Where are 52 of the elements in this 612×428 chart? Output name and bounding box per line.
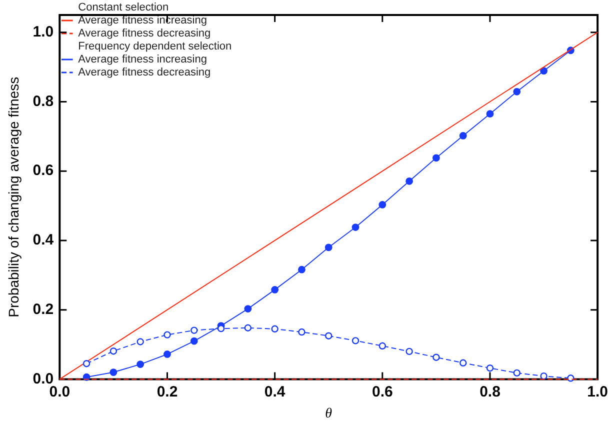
y-tick-label: 0.2 [32, 300, 54, 318]
point [432, 354, 440, 361]
point [352, 337, 360, 344]
y-tick-label: 0.8 [32, 92, 54, 110]
point [432, 154, 440, 162]
point [540, 372, 548, 380]
x-tick-label: 0.6 [372, 383, 393, 400]
x-axis-title: θ [325, 406, 332, 422]
point [352, 224, 360, 231]
point [378, 342, 386, 350]
point [513, 88, 521, 96]
point [271, 325, 278, 333]
point [136, 338, 144, 346]
y-tick-label: 0.6 [32, 162, 54, 180]
point [271, 286, 279, 294]
y-tick-label: 1.0 [32, 23, 54, 40]
point [459, 359, 467, 366]
y-axis-title: Probability of changing average fitness [5, 76, 22, 318]
y-tick-label: 0.4 [32, 232, 54, 249]
point [82, 360, 90, 368]
point [486, 364, 494, 372]
point [486, 110, 494, 118]
point [164, 331, 171, 338]
point [325, 332, 332, 340]
x-tick-label: 0.8 [480, 383, 500, 400]
point [513, 369, 520, 377]
point [136, 360, 144, 368]
point [406, 348, 413, 356]
point [567, 374, 574, 382]
x-tick-label: 0.4 [264, 383, 286, 400]
point [110, 348, 118, 355]
x-tick-label: 1.0 [587, 383, 608, 400]
point [190, 337, 198, 345]
point [298, 328, 306, 336]
point [459, 132, 467, 140]
legend-label: Average fitness increasing [78, 14, 207, 27]
text: Constant selection [78, 2, 169, 14]
legend-label: Average fitness decreasing [78, 28, 211, 40]
point [540, 67, 548, 75]
point [244, 324, 252, 332]
annotation: Frequency dependent selection [78, 40, 232, 53]
x-tick-label: 0.2 [156, 383, 178, 400]
legend-label: Average fitness decreasing [78, 66, 211, 79]
point [298, 266, 306, 274]
point [378, 201, 386, 208]
point [164, 350, 171, 358]
legend-label: Average fitness increasing [78, 54, 207, 66]
point [190, 326, 198, 334]
point [110, 368, 118, 376]
point [244, 305, 252, 312]
point [406, 177, 413, 185]
point [324, 244, 332, 252]
